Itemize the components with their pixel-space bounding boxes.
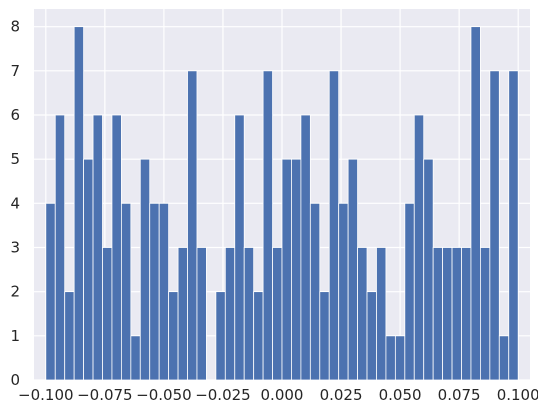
histogram-bar bbox=[111, 114, 122, 381]
histogram-bar bbox=[130, 335, 141, 381]
histogram-bar bbox=[376, 247, 387, 381]
histogram-bar bbox=[243, 247, 255, 381]
histogram-bar bbox=[479, 247, 491, 381]
histogram-bar bbox=[338, 202, 349, 381]
histogram-bar bbox=[309, 202, 321, 381]
histogram-bar bbox=[92, 114, 103, 381]
y-tick-label: 4 bbox=[10, 194, 20, 212]
histogram-bar bbox=[234, 114, 245, 381]
y-tick-label: 5 bbox=[10, 150, 20, 168]
histogram-bar bbox=[272, 247, 283, 381]
histogram-bar bbox=[73, 26, 85, 381]
x-tick-label: −0.025 bbox=[195, 386, 251, 404]
histogram-bar bbox=[102, 247, 113, 381]
histogram-bar bbox=[366, 291, 377, 381]
histogram-bar bbox=[149, 202, 160, 381]
y-axis-tick-labels: 0 1 2 3 4 5 6 7 8 bbox=[10, 18, 20, 389]
histogram-bar bbox=[328, 70, 340, 381]
histogram-bar bbox=[158, 202, 170, 381]
x-tick-label: 0.075 bbox=[438, 386, 481, 404]
x-tick-label: 0.025 bbox=[320, 386, 363, 404]
histogram-bar bbox=[404, 202, 415, 381]
histogram-bar bbox=[413, 114, 425, 381]
histogram-bar bbox=[319, 291, 330, 381]
histogram-bar bbox=[423, 158, 434, 381]
x-tick-label: 0.050 bbox=[379, 386, 422, 404]
histogram-bar bbox=[45, 202, 56, 381]
bars bbox=[45, 26, 519, 381]
histogram-bar bbox=[83, 158, 94, 381]
x-tick-label: −0.050 bbox=[136, 386, 192, 404]
histogram-bar bbox=[442, 247, 453, 381]
histogram-bar bbox=[508, 70, 519, 381]
y-tick-label: 2 bbox=[10, 283, 20, 301]
histogram-bar bbox=[461, 247, 472, 381]
histogram-bar bbox=[120, 202, 132, 381]
y-tick-label: 0 bbox=[10, 371, 20, 389]
y-tick-label: 3 bbox=[10, 239, 20, 257]
histogram-bar bbox=[489, 70, 500, 381]
histogram-bar bbox=[385, 335, 396, 381]
x-tick-label: −0.075 bbox=[77, 386, 133, 404]
histogram-bar bbox=[394, 335, 406, 381]
histogram-bar bbox=[253, 291, 264, 381]
histogram-bar bbox=[470, 26, 481, 381]
x-tick-label: −0.100 bbox=[18, 386, 74, 404]
histogram-bar bbox=[224, 247, 236, 381]
y-tick-label: 1 bbox=[10, 327, 20, 345]
histogram-bar bbox=[291, 158, 302, 381]
histogram-bar bbox=[177, 247, 188, 381]
histogram-bar bbox=[139, 158, 151, 381]
histogram-bar bbox=[262, 70, 273, 381]
y-tick-label: 6 bbox=[10, 106, 20, 124]
histogram-bar bbox=[498, 335, 510, 381]
histogram-bar bbox=[64, 291, 75, 381]
histogram-bar bbox=[168, 291, 179, 381]
histogram-bar bbox=[347, 158, 358, 381]
x-tick-label: 0.100 bbox=[497, 386, 538, 404]
histogram-bar bbox=[451, 247, 462, 381]
y-tick-label: 8 bbox=[10, 18, 20, 36]
histogram-bar bbox=[187, 70, 198, 381]
histogram-bar bbox=[281, 158, 292, 381]
histogram-bar bbox=[54, 114, 66, 381]
y-tick-label: 7 bbox=[10, 62, 20, 80]
histogram-bar bbox=[432, 247, 444, 381]
histogram-bar bbox=[196, 247, 207, 381]
histogram-bar bbox=[357, 247, 368, 381]
histogram-bar bbox=[300, 114, 311, 381]
histogram-bar bbox=[215, 291, 226, 381]
x-axis-tick-labels: −0.100 −0.075 −0.050 −0.025 0.000 0.025 0.050 0… bbox=[18, 386, 538, 404]
x-tick-label: 0.000 bbox=[261, 386, 304, 404]
